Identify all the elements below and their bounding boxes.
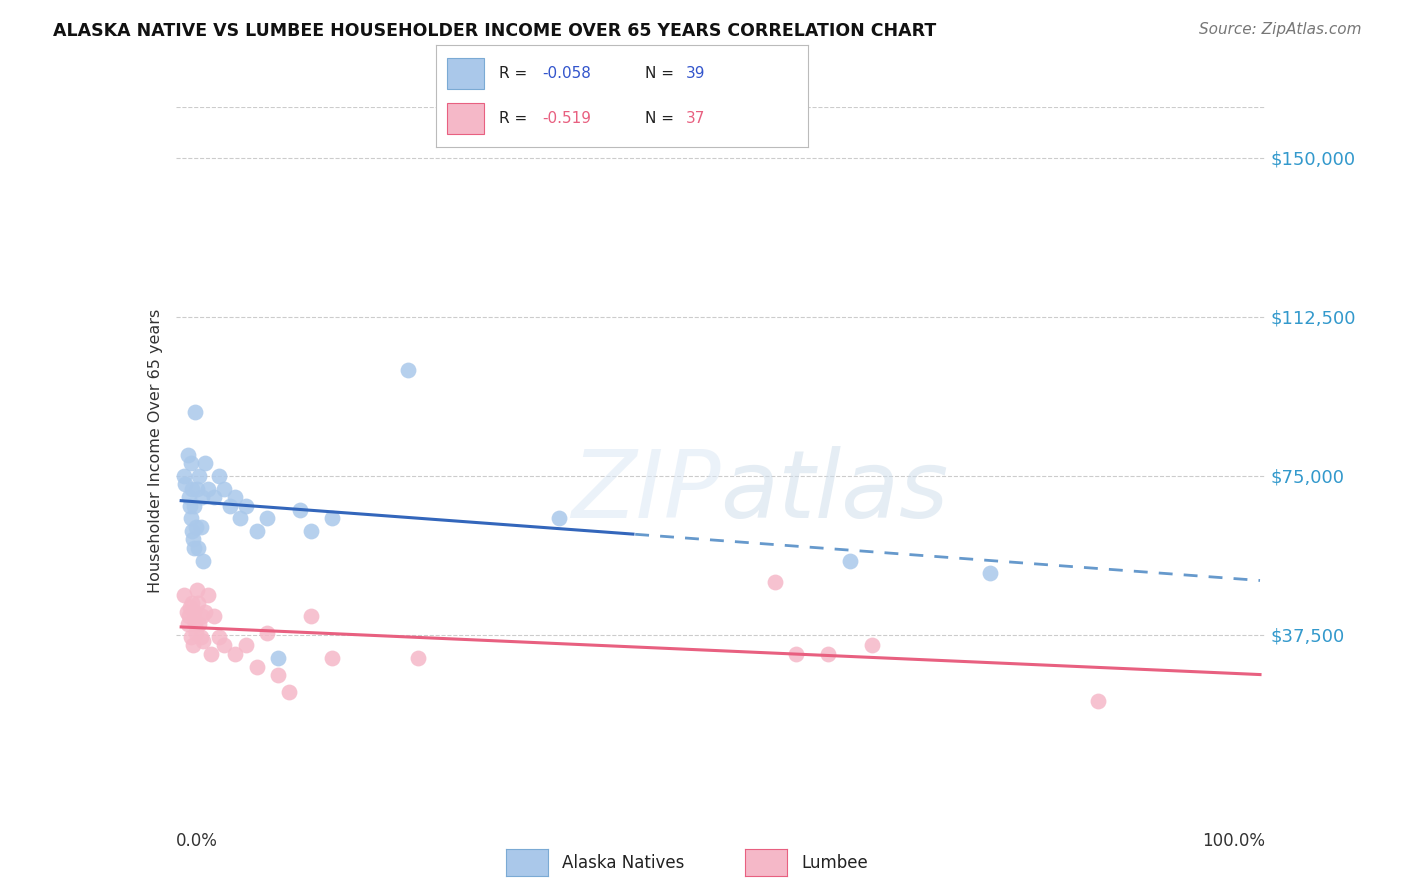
Point [191,634,214,648]
Point [183,499,205,513]
Point [408,651,430,665]
Point [979,566,1001,581]
Point [218,499,240,513]
Point [202,490,225,504]
Point [188,469,211,483]
Point [321,651,343,665]
Point [235,639,257,653]
Point [190,490,212,504]
Bar [447,103,484,134]
Point [214,639,236,653]
Text: Alaska Natives: Alaska Natives [562,854,685,871]
Point [190,630,212,644]
Point [190,608,212,623]
Point [188,617,211,632]
Point [224,490,246,504]
Bar [447,58,484,88]
Text: 100.0%: 100.0% [1202,831,1265,850]
Text: -0.058: -0.058 [543,66,591,81]
Text: Lumbee: Lumbee [801,854,868,871]
Point [246,659,269,673]
Point [197,588,219,602]
Text: Source: ZipAtlas.com: Source: ZipAtlas.com [1198,22,1361,37]
Point [184,405,207,419]
Point [256,511,278,525]
Point [278,685,301,699]
Point [177,490,200,504]
Point [256,625,278,640]
Point [184,617,207,632]
Point [181,639,204,653]
Point [224,647,246,661]
Point [180,456,202,470]
Point [246,524,269,538]
Point [173,588,195,602]
Point [186,520,208,534]
Point [194,456,217,470]
Point [173,469,195,483]
Point [176,605,198,619]
Text: atlas: atlas [721,446,949,537]
Y-axis label: Householder Income Over 65 years: Householder Income Over 65 years [148,309,163,592]
Point [860,639,883,653]
Point [176,617,198,632]
Point [180,511,202,525]
Point [208,469,231,483]
Point [299,608,322,623]
Point [1087,693,1109,707]
Point [186,583,208,598]
Point [214,482,236,496]
Point [202,608,225,623]
Text: R =: R = [499,66,533,81]
Point [187,541,209,555]
Point [785,647,807,661]
Point [186,482,208,496]
Point [174,477,197,491]
Point [267,668,290,682]
Point [183,541,205,555]
Text: 37: 37 [686,111,704,126]
Point [180,630,202,644]
Point [763,574,786,589]
Point [181,524,204,538]
Point [190,520,212,534]
Text: ZIP: ZIP [571,446,721,537]
Point [200,647,222,661]
Point [176,448,198,462]
Point [547,511,569,525]
Point [183,605,205,619]
Point [177,608,200,623]
Point [839,554,862,568]
Point [267,651,290,665]
Point [186,625,208,640]
Point [179,600,201,615]
Point [194,605,217,619]
Point [181,533,204,547]
Point [208,630,231,644]
Text: R =: R = [499,111,533,126]
Text: -0.519: -0.519 [543,111,591,126]
Point [191,554,214,568]
Text: ALASKA NATIVE VS LUMBEE HOUSEHOLDER INCOME OVER 65 YEARS CORRELATION CHART: ALASKA NATIVE VS LUMBEE HOUSEHOLDER INCO… [53,22,936,40]
Point [229,511,252,525]
Point [321,511,343,525]
Text: 0.0%: 0.0% [176,831,218,850]
Point [235,499,257,513]
Point [288,503,311,517]
Point [181,482,204,496]
Point [299,524,322,538]
Point [187,596,209,610]
Point [817,647,839,661]
Point [396,363,419,377]
Point [179,499,201,513]
Text: 39: 39 [686,66,704,81]
Text: N =: N = [644,66,678,81]
Point [181,596,204,610]
Text: N =: N = [644,111,678,126]
Point [197,482,219,496]
